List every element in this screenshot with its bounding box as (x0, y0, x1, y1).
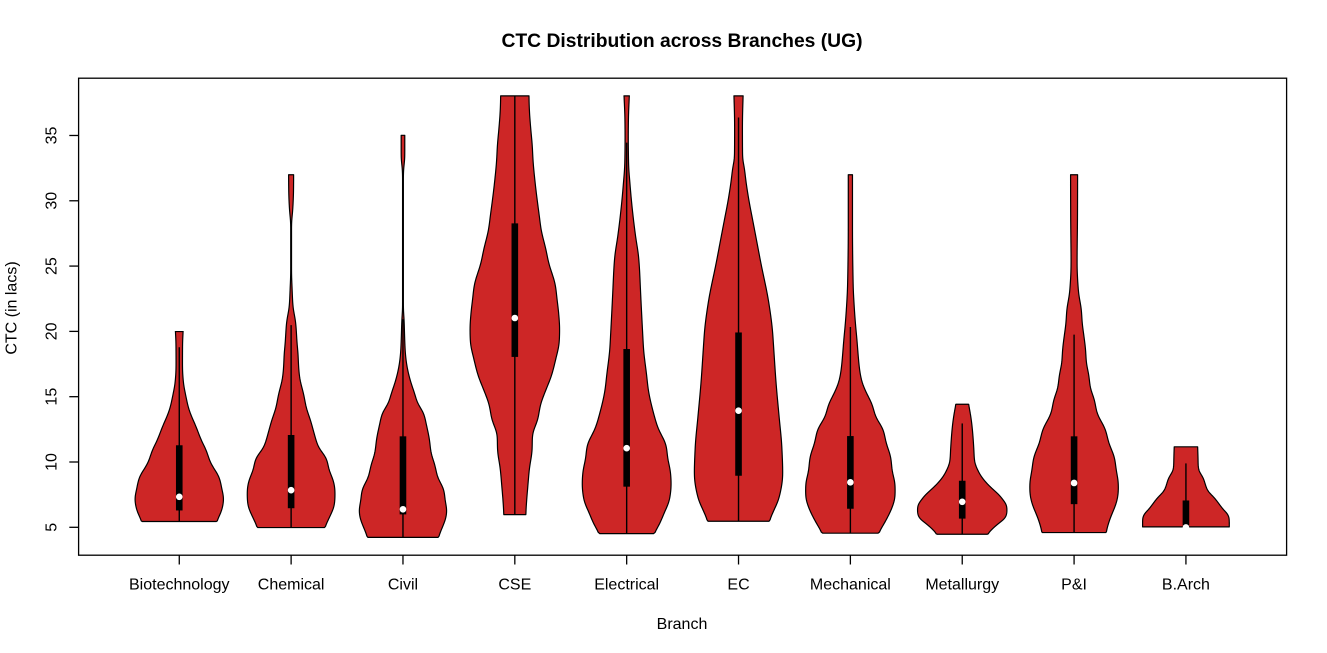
svg-text:CSE: CSE (498, 577, 531, 594)
svg-text:35: 35 (44, 126, 61, 144)
svg-text:5: 5 (44, 523, 61, 532)
svg-text:EC: EC (727, 577, 749, 594)
svg-text:15: 15 (44, 388, 61, 406)
svg-text:10: 10 (44, 453, 61, 471)
svg-text:CTC (in lacs): CTC (in lacs) (4, 261, 21, 354)
svg-text:Chemical: Chemical (258, 577, 325, 594)
svg-text:Mechanical: Mechanical (810, 577, 891, 594)
svg-text:30: 30 (44, 192, 61, 210)
svg-text:25: 25 (44, 257, 61, 275)
svg-text:CTC Distribution across Branch: CTC Distribution across Branches (UG) (501, 31, 862, 52)
svg-text:Biotechnology: Biotechnology (129, 577, 230, 594)
svg-text:P&I: P&I (1061, 577, 1087, 594)
svg-text:Electrical: Electrical (594, 577, 659, 594)
svg-text:Branch: Branch (657, 616, 708, 633)
svg-text:Civil: Civil (388, 577, 418, 594)
svg-text:Metallurgy: Metallurgy (925, 577, 999, 594)
svg-text:20: 20 (44, 322, 61, 340)
svg-text:B.Arch: B.Arch (1162, 577, 1210, 594)
